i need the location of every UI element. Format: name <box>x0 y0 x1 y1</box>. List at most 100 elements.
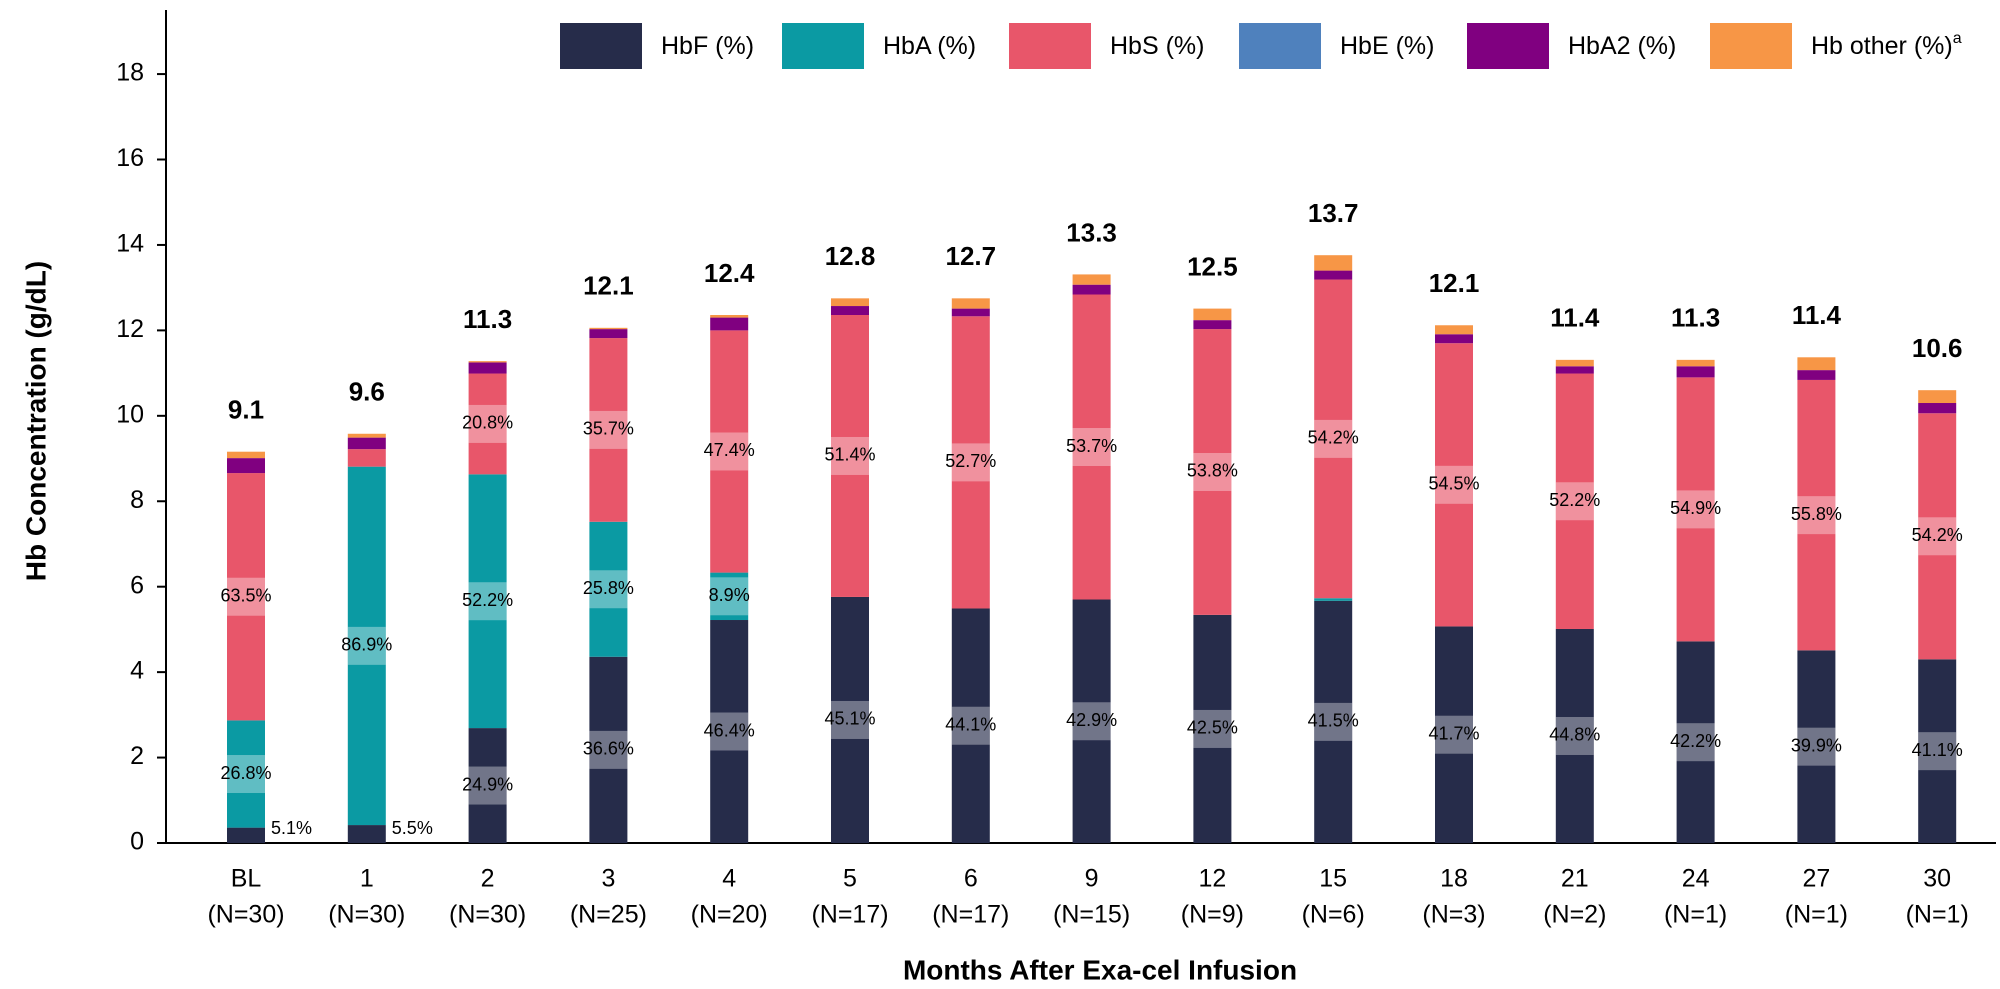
bar-segment <box>831 298 869 307</box>
legend-swatch <box>1009 23 1091 69</box>
legend-label: Hb other (%)a <box>1811 30 1962 59</box>
x-tick-label: 27 <box>1802 865 1830 893</box>
y-tick-label: 14 <box>116 230 144 258</box>
total-label: 11.4 <box>1792 300 1842 330</box>
percent-label-box <box>1072 428 1111 467</box>
bar-segment <box>1314 279 1353 599</box>
percent-label-box <box>710 577 749 616</box>
total-label: 12.8 <box>825 241 876 271</box>
bar-segment <box>1918 659 1957 843</box>
percent-label-box <box>347 626 386 665</box>
legend-swatch <box>1239 23 1321 69</box>
total-label: 9.1 <box>228 395 264 425</box>
x-tick-label: 6 <box>964 865 978 893</box>
bar-segment <box>951 298 990 309</box>
total-label: 10.6 <box>1912 333 1963 363</box>
percent-label: 52.2% <box>1549 490 1600 510</box>
x-tick-sublabel: (N=1) <box>1785 901 1848 929</box>
bar-segment <box>831 596 869 843</box>
percent-label-box <box>468 766 507 805</box>
bar-segment <box>347 449 386 467</box>
percent-label: 44.8% <box>1549 725 1600 745</box>
percent-label: 51.4% <box>824 445 875 465</box>
total-label: 11.3 <box>463 304 512 334</box>
percent-label-box <box>1555 482 1594 521</box>
bar-segment <box>227 473 265 721</box>
legend-name: HbA (%) <box>883 32 976 60</box>
bar-segment <box>589 329 628 339</box>
legend-swatch <box>560 23 642 69</box>
total-label: 11.4 <box>1550 303 1600 333</box>
percent-label: 24.9% <box>462 774 513 794</box>
total-label: 12.7 <box>945 241 996 271</box>
bar-segment <box>1193 308 1232 321</box>
legend-label: HbF (%) <box>661 32 754 60</box>
percent-label: 42.5% <box>1187 718 1238 738</box>
percent-label-box <box>1072 702 1111 741</box>
percent-label: 47.4% <box>704 440 755 460</box>
bar-segment <box>589 521 628 657</box>
bar-segment <box>1797 650 1836 843</box>
x-tick-label: 21 <box>1561 865 1589 893</box>
bar-segment <box>347 437 386 450</box>
y-axis-title: Hb Concentration (g/dL) <box>20 261 51 581</box>
x-tick-label: 1 <box>360 865 374 893</box>
total-label: 11.3 <box>1671 303 1720 333</box>
x-tick-sublabel: (N=30) <box>207 901 284 929</box>
x-tick-label: 18 <box>1440 865 1468 893</box>
percent-label: 54.9% <box>1670 498 1721 518</box>
percent-label: 5.1% <box>271 818 312 838</box>
percent-label-box <box>1676 723 1715 762</box>
percent-label: 46.4% <box>704 720 755 740</box>
bar-segment <box>227 451 265 459</box>
total-label: 13.3 <box>1066 217 1117 247</box>
total-label: 12.1 <box>1429 268 1480 298</box>
total-label: 12.5 <box>1187 251 1238 281</box>
legend-swatch <box>782 23 864 69</box>
x-tick-label: BL <box>231 865 262 893</box>
percent-label: 8.9% <box>709 585 750 605</box>
x-tick-label: 12 <box>1198 865 1226 893</box>
bar-segment <box>1797 370 1836 380</box>
percent-label: 20.8% <box>462 413 513 433</box>
percent-label-box <box>1918 732 1957 771</box>
percent-label-box <box>1797 496 1836 535</box>
percent-label-box <box>1314 702 1353 741</box>
percent-label: 45.1% <box>824 709 875 729</box>
x-tick-sublabel: (N=20) <box>691 901 768 929</box>
bar-segment <box>468 361 507 363</box>
bar-segment <box>468 362 507 374</box>
bar-segment <box>1314 598 1353 601</box>
bar-segment <box>468 373 507 475</box>
x-tick-label: 30 <box>1923 865 1951 893</box>
bar-segment <box>1676 641 1715 843</box>
bar-segment <box>468 474 507 729</box>
x-tick-sublabel: (N=1) <box>1906 901 1969 929</box>
bar-segment <box>710 330 749 573</box>
total-label: 9.6 <box>349 377 385 407</box>
bar-segment <box>1676 366 1715 378</box>
percent-label: 63.5% <box>220 585 271 605</box>
y-tick-label: 8 <box>130 486 144 514</box>
bar-segment <box>227 720 265 828</box>
percent-label-box <box>1193 452 1232 491</box>
bar-segment <box>1193 329 1232 615</box>
legend-name: HbF (%) <box>661 32 754 60</box>
x-tick-sublabel: (N=2) <box>1543 901 1606 929</box>
bar-segment <box>710 315 749 318</box>
percent-label: 53.8% <box>1187 461 1238 481</box>
legend-name: HbE (%) <box>1340 32 1434 60</box>
bar-segment <box>710 317 749 331</box>
x-tick-label: 3 <box>601 865 615 893</box>
x-tick-label: 5 <box>843 865 857 893</box>
percent-label-box <box>831 700 869 739</box>
percent-label-box <box>468 582 507 621</box>
bar-segment <box>227 458 265 474</box>
percent-label: 26.8% <box>220 763 271 783</box>
bar-segment <box>1797 379 1836 651</box>
percent-label: 55.8% <box>1791 504 1842 524</box>
bar-segment <box>1072 284 1111 295</box>
x-tick-sublabel: (N=17) <box>811 901 888 929</box>
bar-segment <box>1555 359 1594 367</box>
